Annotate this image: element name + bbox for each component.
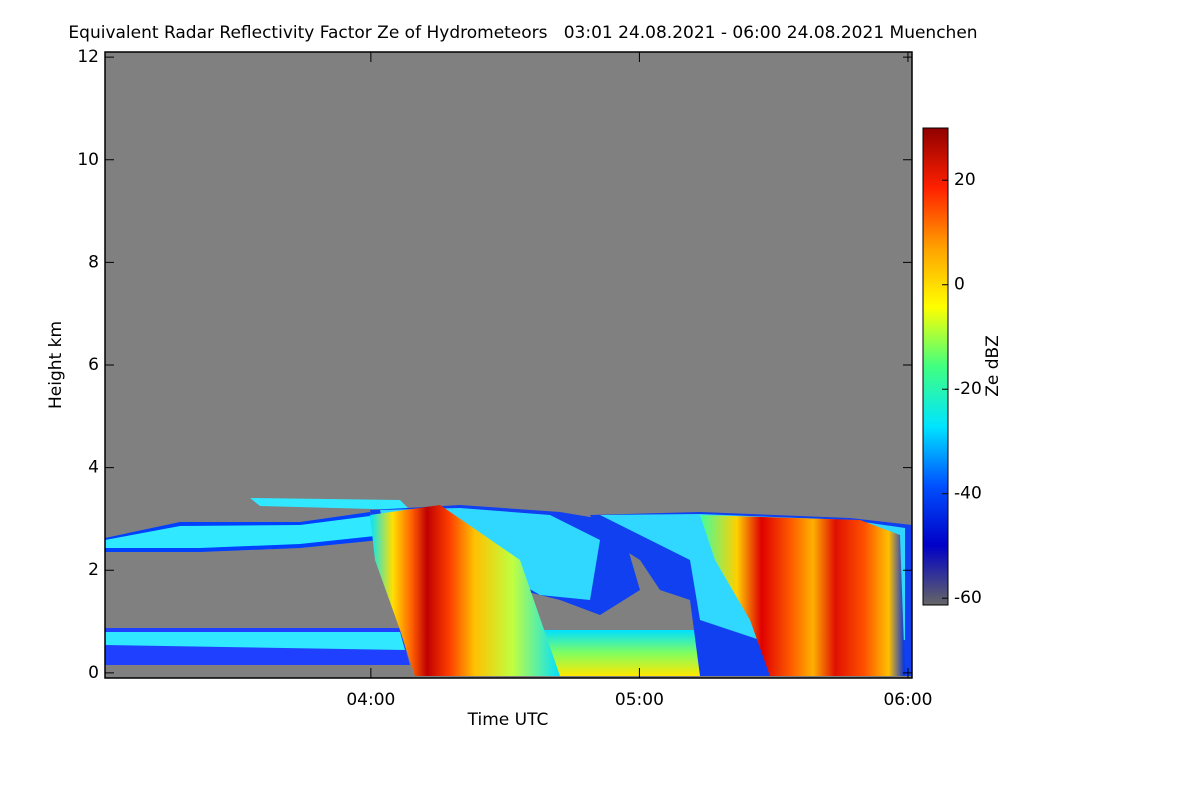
chart-title: Equivalent Radar Reflectivity Factor Ze … — [68, 23, 977, 43]
y-tick-label: 6 — [88, 355, 99, 375]
y-tick-label: 0 — [88, 663, 99, 683]
y-tick-label: 12 — [77, 47, 99, 67]
colorbar — [922, 127, 949, 606]
x-tick-label: 04:00 — [346, 690, 395, 710]
colorbar-tick-label: -20 — [954, 379, 982, 399]
y-tick-label: 8 — [88, 252, 99, 272]
colorbar-tick-label: -60 — [954, 588, 982, 608]
y-tick-label: 2 — [88, 560, 99, 580]
colorbar-tick-label: 0 — [954, 275, 965, 295]
colorbar-label: Ze dBZ — [983, 335, 1003, 397]
x-tick-label: 05:00 — [615, 690, 664, 710]
y-tick-label: 4 — [88, 458, 99, 478]
y-axis-label: Height km — [46, 321, 66, 409]
colorbar-tick-label: -40 — [954, 484, 982, 504]
x-axis-label: Time UTC — [467, 710, 549, 730]
radar-field — [105, 498, 912, 676]
y-tick-label: 10 — [77, 150, 99, 170]
colorbar-tick-label: 20 — [954, 170, 976, 190]
x-tick-label: 06:00 — [883, 690, 932, 710]
